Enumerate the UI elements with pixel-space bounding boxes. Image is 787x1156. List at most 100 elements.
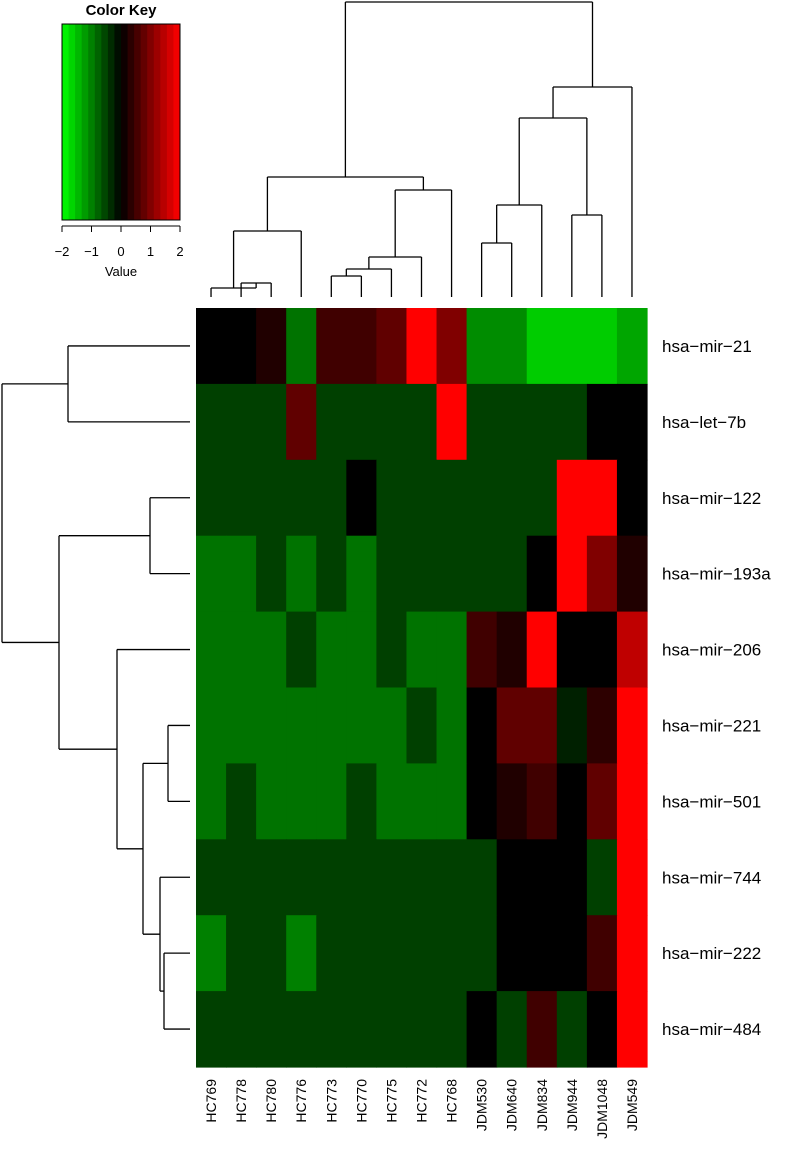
row-label: hsa−mir−222 xyxy=(662,944,761,963)
heatmap-cell xyxy=(196,308,227,385)
heatmap-cell xyxy=(616,308,648,385)
row-label: hsa−mir−206 xyxy=(662,641,761,660)
color-key-axis: −2 −1 0 1 2 xyxy=(55,225,184,259)
heatmap-cell xyxy=(226,915,257,992)
heatmap-cell xyxy=(196,839,227,916)
heatmap-cell xyxy=(616,459,648,537)
heatmap-cell xyxy=(406,915,438,992)
heatmap-cell xyxy=(466,687,498,764)
heatmap-cell xyxy=(586,687,618,764)
heatmap-cell xyxy=(586,383,618,461)
row-label: hsa−mir−501 xyxy=(662,792,761,811)
heatmap-cell xyxy=(316,611,347,689)
heatmap-cell xyxy=(346,839,377,916)
color-key-title: Color Key xyxy=(86,2,158,19)
column-label: JDM834 xyxy=(534,1079,550,1131)
heatmap-cell xyxy=(196,991,227,1068)
heatmap-cell xyxy=(316,763,347,840)
heatmap-grid xyxy=(196,308,648,1068)
heatmap-cell xyxy=(586,611,618,689)
heatmap-cell xyxy=(466,991,498,1068)
heatmap-cell xyxy=(616,383,648,461)
color-key-tick-label: −1 xyxy=(84,244,99,259)
heatmap-cell xyxy=(316,383,347,461)
color-key: Color Key −2 −1 0 1 2 Value xyxy=(55,2,184,279)
heatmap-cell xyxy=(526,763,558,840)
heatmap-cell xyxy=(346,535,377,613)
heatmap-cell xyxy=(586,535,618,613)
heatmap-cell xyxy=(496,459,528,537)
heatmap-cell xyxy=(526,991,558,1068)
heatmap-cell xyxy=(346,383,377,461)
heatmap-cell xyxy=(526,915,558,992)
heatmap-cell xyxy=(496,535,528,613)
heatmap-cell xyxy=(376,611,408,689)
heatmap-cell xyxy=(406,687,438,764)
heatmap-cell xyxy=(496,991,528,1068)
heatmap-cell xyxy=(226,611,257,689)
heatmap-cell xyxy=(586,915,618,992)
heatmap-cell xyxy=(466,459,498,537)
heatmap-cell xyxy=(406,459,438,537)
color-key-bin xyxy=(114,24,122,220)
color-key-bin xyxy=(140,24,148,220)
heatmap-cell xyxy=(556,611,588,689)
heatmap-cell xyxy=(436,535,468,613)
heatmap-cell xyxy=(406,763,438,840)
heatmap-cell xyxy=(376,991,408,1068)
heatmap-cell xyxy=(256,915,287,992)
column-label: HC772 xyxy=(414,1079,430,1123)
heatmap-cell xyxy=(496,915,528,992)
heatmap-cell xyxy=(196,611,227,689)
heatmap-cell xyxy=(286,535,317,613)
column-label: JDM944 xyxy=(564,1079,580,1131)
heatmap-cell xyxy=(496,383,528,461)
heatmap-cell xyxy=(346,611,377,689)
heatmap-cell xyxy=(346,991,377,1068)
heatmap-cell xyxy=(556,991,588,1068)
heatmap-cell xyxy=(286,459,317,537)
color-key-bin xyxy=(147,24,155,220)
heatmap-cell xyxy=(286,308,317,385)
color-key-bin xyxy=(75,24,83,220)
heatmap-cell xyxy=(316,308,347,385)
heatmap-cell xyxy=(346,763,377,840)
heatmap-cell xyxy=(586,459,618,537)
heatmap-cell xyxy=(466,383,498,461)
heatmap-cell xyxy=(196,383,227,461)
heatmap-cell xyxy=(526,611,558,689)
heatmap-cell xyxy=(226,687,257,764)
heatmap-cell xyxy=(496,308,528,385)
heatmap-cell xyxy=(556,383,588,461)
heatmap-cell xyxy=(316,991,347,1068)
heatmap-cell xyxy=(406,383,438,461)
heatmap-cell xyxy=(616,991,648,1068)
heatmap-cell xyxy=(376,915,408,992)
heatmap-cell xyxy=(406,535,438,613)
row-label: hsa−mir−744 xyxy=(662,868,761,887)
heatmap-cell xyxy=(196,687,227,764)
heatmap-cell xyxy=(286,991,317,1068)
heatmap-cell xyxy=(436,763,468,840)
heatmap-cell xyxy=(376,459,408,537)
heatmap-cell xyxy=(256,611,287,689)
heatmap-cell xyxy=(256,763,287,840)
heatmap-cell xyxy=(436,991,468,1068)
heatmap-cell xyxy=(586,839,618,916)
column-label: HC775 xyxy=(383,1079,399,1123)
heatmap-cell xyxy=(286,611,317,689)
heatmap-cell xyxy=(226,991,257,1068)
color-key-bin xyxy=(134,24,142,220)
heatmap-cell xyxy=(496,611,528,689)
heatmap-cell xyxy=(616,763,648,840)
heatmap-cell xyxy=(286,839,317,916)
heatmap-cell xyxy=(256,839,287,916)
color-key-gradient xyxy=(62,24,181,220)
heatmap-cell xyxy=(466,535,498,613)
heatmap-cell xyxy=(226,308,257,385)
heatmap-cell xyxy=(286,915,317,992)
heatmap-cell xyxy=(226,383,257,461)
heatmap-cell xyxy=(526,687,558,764)
column-label: JDM549 xyxy=(624,1079,640,1131)
heatmap-cell xyxy=(496,763,528,840)
